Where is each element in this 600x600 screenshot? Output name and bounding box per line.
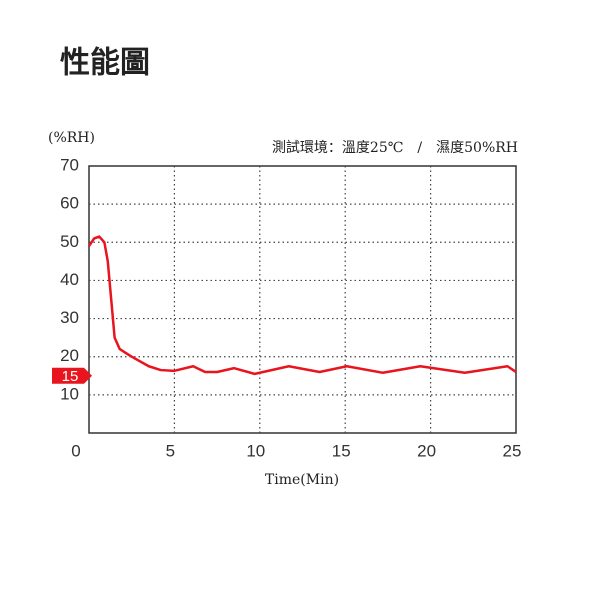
y-tick-label: 60 [60,194,79,213]
x-tick-label: 25 [503,441,522,460]
x-tick-label: 20 [417,441,436,460]
y-tick-label: 40 [60,270,79,289]
y-tick-label: 20 [60,346,79,365]
y-tick-label: 70 [60,155,79,174]
x-axis-label: Time(Min) [265,472,339,488]
data-line [87,235,517,376]
x-tick-label: 5 [166,441,175,460]
plot-frame [88,165,517,434]
x-tick-label: 15 [332,441,351,460]
y-tick-label: 30 [60,308,79,327]
x-tick-label: 10 [246,441,265,460]
x-tick-label: 0 [71,441,80,460]
annotation: 測試環境：溫度25℃ / 濕度50%RH [272,140,518,156]
y-tick-label: 50 [60,232,79,251]
chart-title: 性能圖 [60,46,150,81]
y-tick-label: 10 [60,384,79,403]
reference-marker [52,367,92,384]
reference-label: 15 [62,368,79,385]
y-axis-label: (%RH) [48,130,95,146]
